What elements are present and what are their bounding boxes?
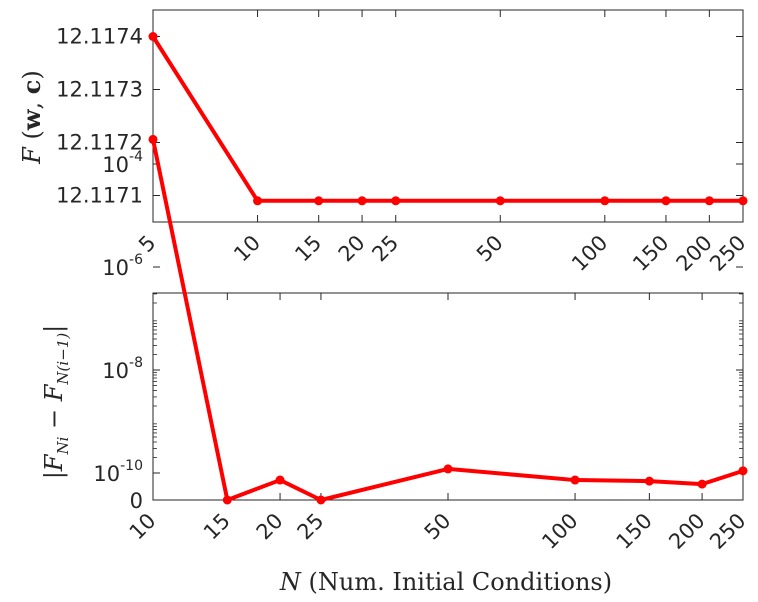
bottom-data-point: [316, 495, 326, 505]
top-y-ticks: 12.1171 12.1172 12.1173 12.1174: [56, 25, 743, 208]
top-y-tick-label: 12.1173: [56, 78, 143, 102]
bottom-y-tick-label: 10-6: [102, 252, 143, 280]
top-plot-frame: [152, 9, 744, 223]
bottom-series-line: [151, 139, 744, 502]
top-data-point: [738, 196, 748, 206]
top-data-point: [148, 32, 158, 41]
top-series: [148, 32, 748, 206]
top-x-tick-label: 10: [229, 231, 265, 267]
bottom-y-tick-label: 10-4: [102, 149, 143, 177]
bottom-x-tick-label: 100: [537, 509, 582, 554]
top-data-point: [357, 196, 367, 206]
top-data-point: [661, 196, 671, 206]
bottom-data-point: [275, 475, 285, 485]
bottom-x-axis-label: N (Num. Initial Conditions): [279, 568, 612, 596]
top-x-tick-label: 50: [472, 231, 508, 267]
bottom-x-tick-label: 200: [664, 509, 709, 554]
top-y-axis-label: F (w, c): [17, 70, 46, 165]
bottom-x-tick-label: 20: [252, 509, 288, 545]
bottom-data-point: [222, 495, 232, 505]
top-x-tick-label: 20: [334, 231, 370, 267]
top-data-point: [600, 196, 610, 206]
top-y-tick-label: 12.1172: [56, 131, 143, 155]
top-series-line: [151, 35, 743, 203]
bottom-x-tick-label: 250: [705, 509, 750, 554]
bottom-y-axis-label: |FNi − FN(i−1)|: [40, 325, 72, 480]
bottom-data-point: [644, 476, 654, 486]
bottom-y-tick-label: 10-8: [102, 355, 143, 383]
top-x-tick-label: 100: [567, 231, 612, 276]
top-data-point: [704, 196, 714, 206]
top-data-point: [391, 196, 401, 206]
bottom-y-ticks: 10-10 10-8 10-6 10-4 0: [93, 149, 743, 513]
bottom-x-tick-label: 150: [612, 509, 657, 554]
top-x-tick-label: 250: [705, 231, 750, 276]
bottom-x-tick-label: 25: [293, 509, 329, 545]
bottom-data-point: [570, 475, 580, 485]
top-x-tick-label: 150: [628, 231, 673, 276]
bottom-data-point: [738, 466, 748, 476]
bottom-x-tick-label: 50: [420, 509, 456, 545]
top-y-tick-label: 12.1174: [56, 25, 143, 49]
bottom-x-tick-label: 15: [199, 509, 235, 545]
bottom-y-tick-label: 10-10: [93, 458, 143, 486]
bottom-data-point: [697, 479, 707, 489]
bottom-series: [148, 134, 748, 505]
top-data-point: [314, 196, 324, 206]
top-data-point: [495, 196, 505, 206]
bottom-data-point: [443, 464, 453, 474]
top-y-tick-label: 12.1171: [56, 184, 143, 208]
bottom-x-tick-label: 10: [125, 509, 161, 545]
top-data-point: [253, 196, 263, 206]
top-x-tick-label: 15: [290, 231, 326, 267]
bottom-y-zero-label: 0: [130, 489, 143, 513]
top-x-tick-label: 25: [367, 231, 403, 267]
bottom-data-point: [148, 134, 158, 144]
